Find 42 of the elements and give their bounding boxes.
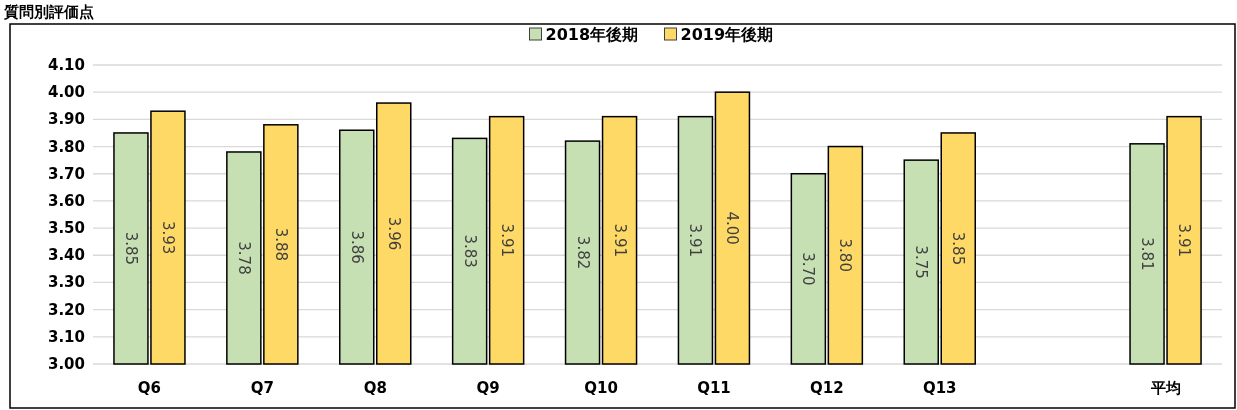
x-tick-label: 平均 <box>1149 379 1181 397</box>
data-label: 3.82 <box>573 235 592 270</box>
x-tick-label: Q6 <box>137 379 162 397</box>
data-label: 3.86 <box>347 230 366 264</box>
data-label: 3.85 <box>121 231 140 266</box>
y-tick-label: 3.00 <box>47 355 85 373</box>
x-tick-label: Q13 <box>922 379 957 397</box>
data-label: 3.91 <box>686 223 705 258</box>
y-tick-label: 3.10 <box>47 327 85 346</box>
x-tick-label: Q12 <box>810 379 844 397</box>
x-tick-label: Q9 <box>476 379 500 397</box>
y-tick-label: 3.50 <box>47 219 85 238</box>
y-tick-label: 3.20 <box>47 300 85 319</box>
data-label: 3.91 <box>497 223 516 258</box>
y-tick-label: 3.30 <box>47 273 85 292</box>
x-tick-label: Q11 <box>697 379 731 397</box>
data-label: 3.80 <box>836 238 855 272</box>
data-label: 3.93 <box>158 220 177 255</box>
x-tick-label: Q7 <box>250 379 274 397</box>
x-tick-label: Q10 <box>584 379 618 397</box>
y-tick-label: 3.70 <box>47 164 85 183</box>
data-label: 3.78 <box>234 241 253 275</box>
data-label: 4.00 <box>723 211 742 245</box>
y-tick-label: 3.40 <box>47 246 85 265</box>
data-label: 3.70 <box>799 252 818 286</box>
data-label: 3.83 <box>460 234 479 268</box>
data-label: 3.75 <box>912 245 931 279</box>
y-tick-label: 3.80 <box>47 137 85 156</box>
data-label: 3.88 <box>271 227 290 262</box>
data-label: 3.96 <box>384 216 403 251</box>
data-label: 3.85 <box>949 231 968 266</box>
legend-label: 2019年後期 <box>680 25 774 44</box>
legend-label: 2018年後期 <box>545 25 639 44</box>
data-label: 3.91 <box>1175 223 1194 258</box>
y-tick-label: 4.00 <box>47 83 85 102</box>
y-tick-label: 3.90 <box>47 110 85 129</box>
y-tick-label: 3.60 <box>47 191 85 210</box>
chart-title: 質問別評価点 <box>3 3 94 21</box>
y-tick-label: 4.10 <box>47 56 85 74</box>
data-label: 3.91 <box>610 223 629 258</box>
data-label: 3.81 <box>1138 237 1157 271</box>
x-tick-label: Q8 <box>363 379 387 397</box>
